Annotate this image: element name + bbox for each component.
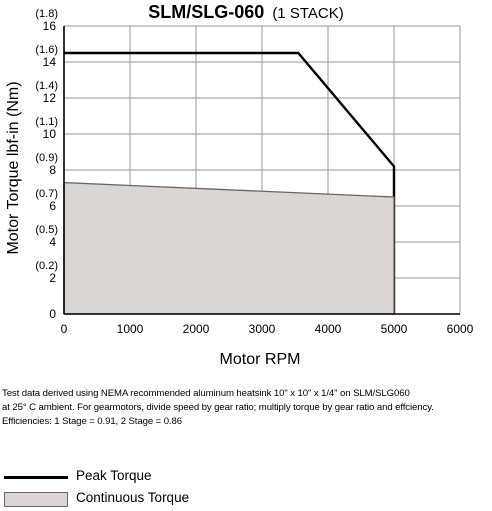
- chart-title: SLM/SLG-060 (1 STACK): [0, 2, 492, 23]
- y-tick-secondary-12: (1.4): [35, 80, 58, 92]
- y-tick-secondary-4: (0.5): [35, 224, 58, 236]
- axes: [63, 26, 460, 315]
- x-tick-label-3000: 3000: [249, 322, 276, 336]
- x-tick-label-4000: 4000: [315, 322, 342, 336]
- y-tick-label-6: 6: [49, 199, 56, 213]
- x-axis-title: Motor RPM: [220, 351, 301, 368]
- legend-label-peak: Peak Torque: [76, 468, 152, 483]
- x-tick-label-0: 0: [61, 322, 68, 336]
- chart-subtitle: (1 STACK): [272, 5, 344, 22]
- y-tick-label-10: 10: [43, 127, 57, 141]
- x-tick-label-5000: 5000: [381, 322, 408, 336]
- y-tick-label-14: 14: [43, 55, 57, 69]
- legend-swatch-peak: [4, 476, 68, 479]
- y-tick-label-16: 16: [43, 19, 57, 33]
- tick-labels: 0 1000 2000 3000 4000 5000 600002(0.2)4(0.5)6(…: [5, 8, 474, 368]
- x-tick-label-2000: 2000: [183, 322, 210, 336]
- y-tick-label-4: 4: [49, 235, 56, 249]
- torque-chart: 0 1000 2000 3000 4000 5000 600002(0.2)4(0.5)6(…: [5, 8, 474, 368]
- y-tick-secondary-8: (0.9): [35, 152, 58, 164]
- chart-title-main: SLM/SLG-060: [148, 2, 265, 22]
- note-line-1: Test data derived using NEMA recommended…: [2, 388, 410, 399]
- x-tick-label-1000: 1000: [117, 322, 144, 336]
- y-tick-secondary-16: (1.8): [35, 8, 58, 20]
- y-tick-secondary-2: (0.2): [35, 260, 58, 272]
- y-tick-secondary-10: (1.1): [35, 116, 58, 128]
- test-note: Test data derived using NEMA recommended…: [2, 387, 492, 429]
- y-tick-label-0: 0: [49, 307, 56, 321]
- x-tick-label-6000: 6000: [447, 322, 474, 336]
- legend-label-continuous: Continuous Torque: [76, 490, 190, 505]
- y-tick-secondary-14: (1.6): [35, 44, 58, 56]
- legend-swatch-continuous: [4, 492, 68, 507]
- y-tick-label-2: 2: [49, 271, 56, 285]
- series-area-continuous-torque: [63, 181, 395, 315]
- y-tick-secondary-6: (0.7): [35, 188, 58, 200]
- note-line-2: at 25° C ambient. For gearmotors, divide…: [2, 402, 434, 413]
- y-tick-label-8: 8: [49, 163, 56, 177]
- note-line-3: Efficiencies: 1 Stage = 0.91, 2 Stage = …: [2, 416, 182, 427]
- y-axis-title: Motor Torque lbf-in (Nm): [5, 81, 22, 254]
- series-layer: [63, 51, 396, 315]
- y-tick-label-12: 12: [43, 91, 57, 105]
